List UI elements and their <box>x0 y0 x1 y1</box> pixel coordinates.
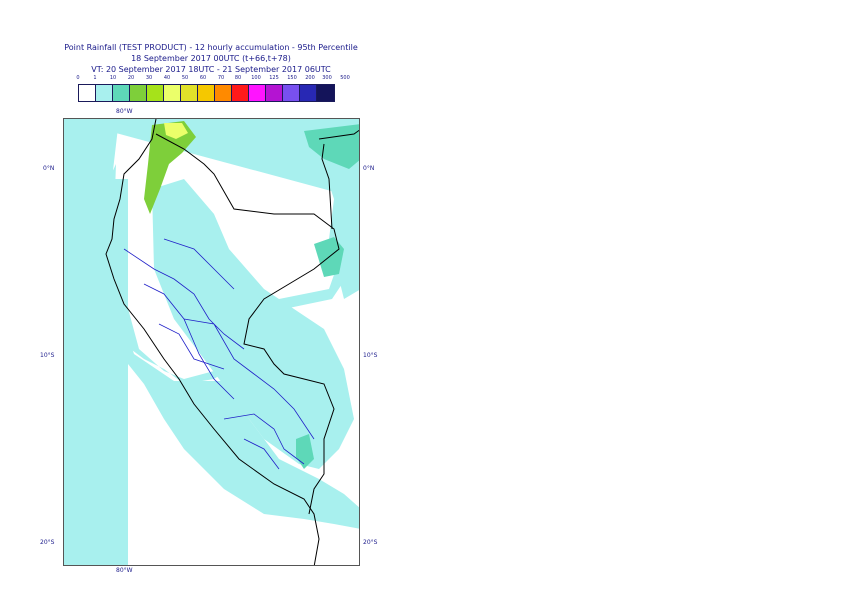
legend-tick: 60 <box>199 75 207 81</box>
map-canvas <box>64 119 359 565</box>
legend-swatch <box>300 85 317 101</box>
rain-core-north <box>144 121 196 214</box>
lon-label-top: 80°W <box>116 108 133 115</box>
legend-tick: 30 <box>145 75 153 81</box>
legend-tick: 10 <box>109 75 117 81</box>
legend-swatch <box>164 85 181 101</box>
lat-label-left: 0°N <box>43 165 55 172</box>
rain-patch-south <box>296 434 314 469</box>
legend-tick: 80 <box>234 75 242 81</box>
legend-swatch <box>96 85 113 101</box>
legend-tick: 150 <box>287 75 297 81</box>
valid-time-label: VT: 20 September 2017 18UTC - 21 Septemb… <box>91 65 331 74</box>
legend-swatch <box>130 85 147 101</box>
legend-tick: 100 <box>251 75 261 81</box>
legend-tick: 500 <box>340 75 350 81</box>
legend-tick: 70 <box>217 75 225 81</box>
legend-swatch <box>147 85 164 101</box>
legend-tick-labels: 0 1 10 20 30 40 50 60 70 80 100 125 150 … <box>0 75 842 85</box>
region-borders <box>123 238 315 470</box>
color-legend <box>78 84 335 102</box>
legend-swatch <box>113 85 130 101</box>
rain-area-andes <box>152 179 354 469</box>
lat-label-left: 20°S <box>40 539 55 546</box>
border-line <box>105 119 320 565</box>
legend-swatch <box>232 85 249 101</box>
legend-tick: 200 <box>305 75 315 81</box>
legend-tick: 300 <box>322 75 332 81</box>
legend-swatch <box>198 85 215 101</box>
chart-title: Point Rainfall (TEST PRODUCT) - 12 hourl… <box>64 43 358 52</box>
legend-tick: 0 <box>76 75 80 81</box>
run-time-label: 18 September 2017 00UTC (t+66,t+78) <box>131 54 291 63</box>
legend-swatch <box>181 85 198 101</box>
legend-swatch <box>215 85 232 101</box>
legend-tick: 50 <box>181 75 189 81</box>
legend-tick: 1 <box>93 75 97 81</box>
lat-label-left: 10°S <box>40 352 55 359</box>
lat-label-right: 10°S <box>363 352 378 359</box>
border-line <box>318 129 359 230</box>
border-line <box>155 133 340 515</box>
rain-core-north-inner <box>164 123 188 139</box>
lat-label-right: 20°S <box>363 539 378 546</box>
legend-swatch <box>266 85 283 101</box>
lat-label-right: 0°N <box>363 165 375 172</box>
rain-area-offshore <box>64 179 128 565</box>
legend-swatch <box>283 85 300 101</box>
legend-tick: 125 <box>269 75 279 81</box>
legend-tick: 40 <box>163 75 171 81</box>
legend-swatch <box>249 85 266 101</box>
legend-swatch <box>79 85 96 101</box>
lon-label-bottom: 80°W <box>116 567 133 574</box>
legend-tick: 20 <box>127 75 135 81</box>
rainfall-map <box>63 118 360 566</box>
legend-swatch <box>317 85 334 101</box>
